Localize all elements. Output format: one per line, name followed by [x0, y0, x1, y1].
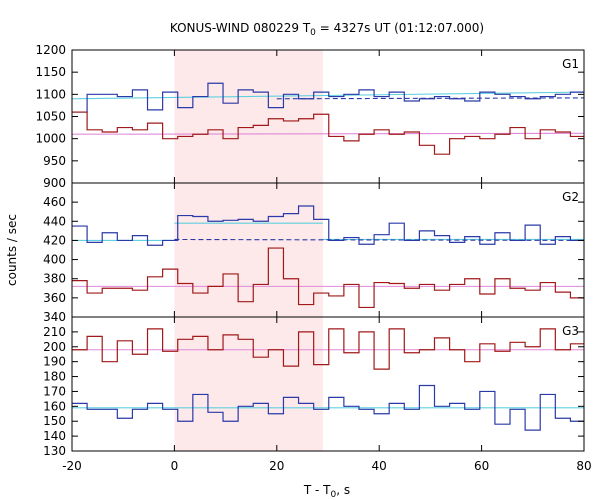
panel-g2-ytick-label: 460 — [43, 195, 66, 209]
panel-g2-frame — [71, 182, 585, 318]
x-tick-label: -20 — [62, 459, 82, 473]
panel-g1-label: G1 — [562, 57, 579, 71]
panel-g3-frame — [71, 316, 585, 452]
panel-g2-series-1 — [72, 247, 584, 309]
panel-g2-ytick-label: 360 — [43, 291, 66, 305]
panel-g3-ytick-label: 200 — [43, 340, 66, 354]
panel-g2-ytick-label: 340 — [43, 310, 66, 324]
x-tick-label: 60 — [474, 459, 489, 473]
panel-g3-series-0 — [72, 384, 584, 431]
x-tick-label: 20 — [269, 459, 284, 473]
panel-g1-ytick-label: 900 — [43, 176, 66, 190]
panel-g1-ytick-label: 1150 — [35, 65, 66, 79]
panel-g2-label: G2 — [562, 190, 579, 204]
panel-g3-ytick-label: 150 — [43, 414, 66, 428]
panel-g3-ytick-label: 210 — [43, 325, 66, 339]
panel-g1-ytick-label: 950 — [43, 154, 66, 168]
panel-g1-ytick-label: 1000 — [35, 132, 66, 146]
x-tick-label: 80 — [576, 459, 591, 473]
panel-g1-fit-line-1 — [71, 132, 585, 135]
panel-g1-series-0 — [72, 82, 584, 113]
panel-g2-series-0 — [72, 205, 584, 246]
panel-g1-frame — [71, 49, 585, 184]
panel-g3-ytick-label: 160 — [43, 399, 66, 413]
panel-g1-ytick-label: 1100 — [35, 87, 66, 101]
panel-g1-fit-line-0 — [71, 91, 585, 100]
y-axis-title: counts / sec — [5, 214, 19, 286]
panel-g3-ytick-label: 190 — [43, 355, 66, 369]
x-axis-title: T - T0, s — [303, 483, 350, 500]
panel-g1-ytick-label: 1200 — [35, 43, 66, 57]
panel-g3-ytick-label: 180 — [43, 370, 66, 384]
highlight-region — [174, 50, 323, 451]
panel-g1-ytick-label: 1050 — [35, 110, 66, 124]
panel-g3-ytick-label: 130 — [43, 444, 66, 458]
x-tick-label: 40 — [372, 459, 387, 473]
panel-g1-series-1 — [72, 111, 584, 155]
panel-g3-series-1 — [72, 328, 584, 370]
panel-g2-ytick-label: 440 — [43, 214, 66, 228]
panel-g3-ytick-label: 170 — [43, 384, 66, 398]
chart-title: KONUS-WIND 080229 T0 = 4327s UT (01:12:0… — [170, 21, 484, 38]
panel-g3-ytick-label: 140 — [43, 429, 66, 443]
panel-g2-ytick-label: 420 — [43, 233, 66, 247]
panel-g3-label: G3 — [562, 324, 579, 338]
panel-g2-fit-line-3 — [174, 238, 585, 241]
panel-g2-ytick-label: 380 — [43, 272, 66, 286]
panel-g2-ytick-label: 400 — [43, 253, 66, 267]
x-tick-label: 0 — [171, 459, 179, 473]
